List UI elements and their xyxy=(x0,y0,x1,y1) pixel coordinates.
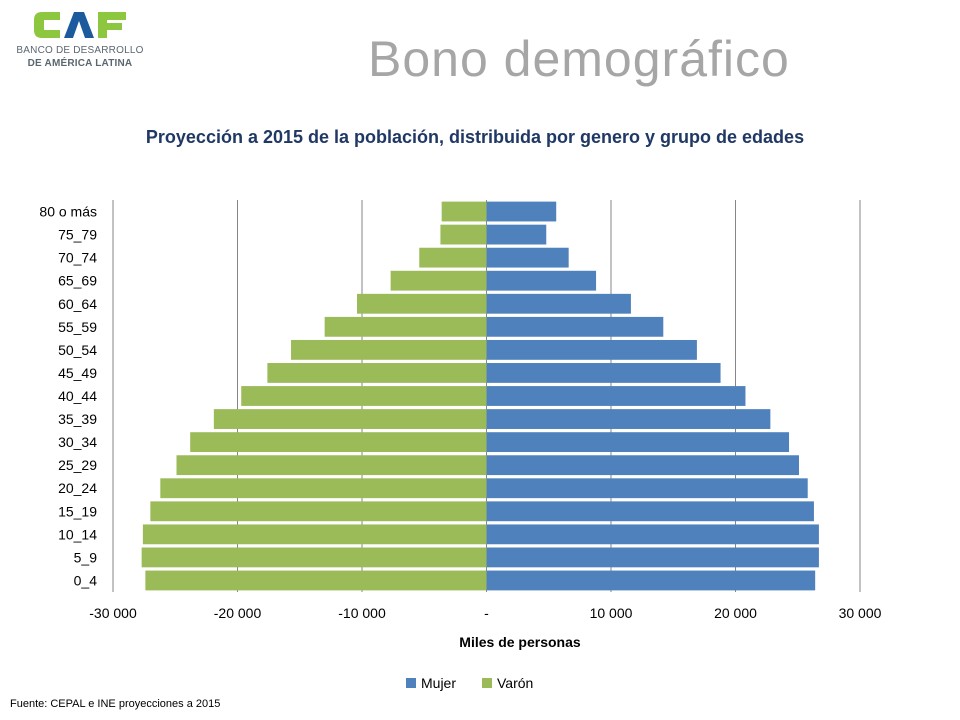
logo-text-line1: BANCO DE DESARROLLO xyxy=(16,45,144,56)
y-tick-label: 80 o más xyxy=(39,204,97,220)
x-tick-label: - xyxy=(484,605,489,621)
bar-varn-1 xyxy=(141,547,487,568)
bar-mujer-11 xyxy=(486,316,664,337)
x-tick-label: -10 000 xyxy=(338,605,386,621)
y-tick-label: 55_59 xyxy=(58,319,97,335)
chart-legend: Mujer Varón xyxy=(406,675,533,691)
caf-logo-mark xyxy=(34,12,126,38)
source-note: Fuente: CEPAL e INE proyecciones a 2015 xyxy=(10,698,221,710)
legend-label: Varón xyxy=(497,675,533,691)
y-tick-label: 45_49 xyxy=(58,365,97,381)
x-axis-labels: -30 000 -20 000 -10 000-10 000 20 000 30 000 xyxy=(89,605,881,621)
bar-mujer-10 xyxy=(486,339,697,360)
bar-varn-5 xyxy=(176,455,487,476)
bar-varn-2 xyxy=(142,524,487,545)
y-tick-label: 15_19 xyxy=(58,503,97,519)
bar-varn-9 xyxy=(267,363,487,383)
caf-logo: BANCO DE DESARROLLO DE AMÉRICA LATINA xyxy=(10,8,150,70)
bar-mujer-0 xyxy=(486,570,816,591)
bar-mujer-12 xyxy=(486,293,631,314)
bar-mujer-4 xyxy=(486,478,808,499)
bar-mujer-15 xyxy=(486,224,547,245)
legend-swatch xyxy=(482,678,492,688)
legend-label: Mujer xyxy=(421,675,456,691)
y-tick-label: 30_34 xyxy=(58,434,97,450)
bar-mujer-2 xyxy=(486,524,819,545)
bar-varn-8 xyxy=(241,386,487,406)
bar-mujer-7 xyxy=(486,409,771,429)
bar-varn-7 xyxy=(213,409,487,429)
x-tick-label: 30 000 xyxy=(839,605,882,621)
bar-mujer-16 xyxy=(486,201,557,222)
chart-title: Proyección a 2015 de la población, distr… xyxy=(146,127,804,147)
bar-varn-6 xyxy=(190,432,487,453)
y-tick-label: 65_69 xyxy=(58,273,97,289)
bar-varn-13 xyxy=(390,270,487,291)
bar-varn-14 xyxy=(419,247,487,268)
logo-text-line2: DE AMÉRICA LATINA xyxy=(27,58,133,69)
y-tick-label: 0_4 xyxy=(74,572,98,588)
bar-mujer-6 xyxy=(486,432,790,453)
y-tick-label: 20_24 xyxy=(58,480,97,496)
x-axis-title: Miles de personas xyxy=(459,634,581,650)
x-tick-label: -30 000 xyxy=(89,605,137,621)
bar-mujer-13 xyxy=(486,270,597,291)
y-tick-label: 25_29 xyxy=(58,457,97,473)
bar-varn-4 xyxy=(160,478,487,499)
bar-varn-10 xyxy=(291,339,487,360)
y-tick-label: 60_64 xyxy=(58,296,97,312)
bar-mujer-14 xyxy=(486,247,569,268)
y-tick-label: 10_14 xyxy=(58,526,97,542)
bar-mujer-1 xyxy=(486,547,819,568)
bar-mujer-8 xyxy=(486,386,746,406)
y-tick-label: 5_9 xyxy=(74,549,98,565)
x-tick-label: 20 000 xyxy=(714,605,757,621)
bar-varn-11 xyxy=(324,316,487,337)
bar-mujer-9 xyxy=(486,363,721,383)
bar-varn-15 xyxy=(440,224,487,245)
population-pyramid-chart: Proyección a 2015 de la población, distr… xyxy=(39,127,881,691)
bar-varn-3 xyxy=(150,501,487,522)
bar-mujer-3 xyxy=(486,501,814,522)
y-tick-label: 70_74 xyxy=(58,250,97,266)
x-tick-label: -20 000 xyxy=(214,605,262,621)
slide-title: Bono demográfico xyxy=(368,31,790,87)
chart-bars xyxy=(141,201,819,591)
legend-swatch xyxy=(406,678,416,688)
y-axis-labels: 0_4 5_9 10_14 15_19 20_24 25_29 30_34 35_39 40_4… xyxy=(39,204,97,589)
y-tick-label: 35_39 xyxy=(58,411,97,427)
y-tick-label: 50_54 xyxy=(58,342,97,358)
x-tick-label: 10 000 xyxy=(590,605,633,621)
bar-varn-0 xyxy=(145,570,487,591)
y-tick-label: 75_79 xyxy=(58,227,97,243)
bar-varn-16 xyxy=(441,201,487,222)
bar-mujer-5 xyxy=(486,455,799,476)
y-tick-label: 40_44 xyxy=(58,388,97,404)
bar-varn-12 xyxy=(357,293,487,314)
